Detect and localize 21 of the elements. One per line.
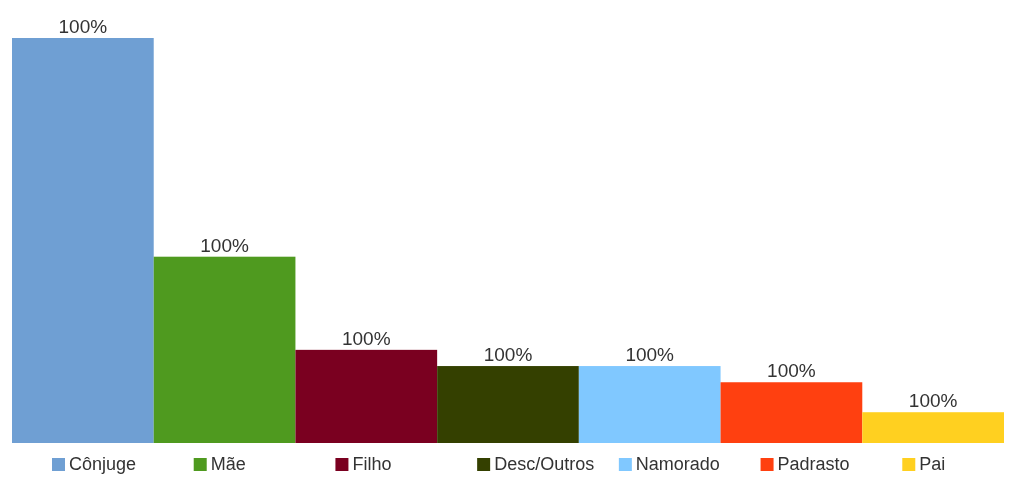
- annotation: 100%: [908, 390, 958, 412]
- legend-label: Pai: [919, 454, 946, 474]
- annotation: 100%: [483, 344, 533, 366]
- bar: [578, 366, 721, 443]
- bar: [153, 256, 296, 443]
- bar: [862, 412, 1004, 443]
- legend-label: Namorado: [635, 454, 720, 474]
- legend-label: Mãe: [210, 454, 246, 474]
- legend-label: Padrasto: [777, 454, 850, 474]
- legend-label: Filho: [352, 454, 392, 474]
- text: 100%: [58, 16, 108, 37]
- bar: [295, 349, 438, 443]
- annotation: 100%: [625, 344, 675, 366]
- annotation: 100%: [200, 234, 249, 256]
- legend-label: Desc/Outros: [494, 454, 595, 474]
- bar: [720, 382, 863, 443]
- annotation: 100%: [767, 360, 816, 382]
- annotation: 100%: [341, 327, 391, 349]
- bar: [437, 366, 579, 443]
- bar: [12, 38, 154, 443]
- legend-label: Cônjuge: [69, 454, 137, 474]
